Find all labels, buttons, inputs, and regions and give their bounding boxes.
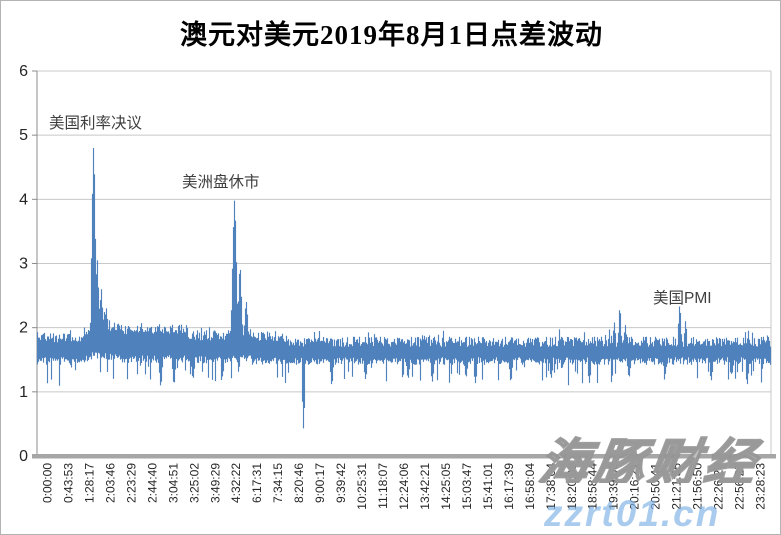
- spread-series: [36, 148, 772, 429]
- x-axis-label: 3:49:29: [208, 463, 222, 503]
- x-axis-label: 21:21:55: [670, 463, 684, 510]
- x-axis-label: 8:20:46: [292, 463, 306, 503]
- x-axis-label: 20:50:41: [649, 463, 663, 510]
- x-axis-label: 7:34:15: [271, 463, 285, 503]
- x-axis-label: 9:00:17: [313, 463, 327, 503]
- x-axis-label: 10:25:31: [355, 463, 369, 510]
- y-axis-label: 4: [19, 191, 28, 208]
- x-axis-label: 15:03:47: [460, 463, 474, 510]
- y-axis-label: 6: [19, 63, 28, 80]
- x-axis-label: 0:43:53: [62, 463, 76, 503]
- x-axis-label: 18:58:44: [586, 463, 600, 510]
- x-axis-label: 22:26:27: [712, 463, 726, 510]
- watermark-chinese-text: 海豚财经: [536, 434, 765, 483]
- y-axis-label: 2: [19, 320, 28, 337]
- x-axis-label: 13:42:21: [418, 463, 432, 510]
- annotation-美国PMI: 美国PMI: [653, 289, 712, 307]
- x-axis-label: 14:25:05: [439, 463, 453, 510]
- x-axis-label: 4:32:22: [229, 463, 243, 503]
- x-axis-label: 2:03:46: [103, 463, 117, 503]
- x-axis-label: 2:44:40: [145, 463, 159, 503]
- y-axis-label: 0: [19, 448, 28, 465]
- y-axis-label: 1: [19, 384, 28, 401]
- chart-title: 澳元对美元2019年8月1日点差波动: [180, 20, 603, 50]
- x-axis-label: 3:25:02: [187, 463, 201, 503]
- x-axis-line: [32, 454, 776, 459]
- x-axis-label: 11:18:07: [376, 463, 390, 509]
- x-axis-label: 0:00:00: [41, 463, 55, 503]
- x-axis-label: 12:24:06: [397, 463, 411, 510]
- x-axis-label: 3:04:51: [166, 463, 180, 503]
- x-axis-label: 17:38:04: [544, 463, 558, 510]
- x-axis-label: 18:20:08: [565, 463, 579, 510]
- y-axis-label: 5: [19, 127, 28, 144]
- x-axis-label: 2:23:29: [124, 463, 138, 503]
- x-axis-label: 21:56:50: [691, 463, 705, 510]
- x-axis-label: 23:28:23: [754, 463, 768, 510]
- x-axis-label: 16:17:39: [502, 463, 516, 510]
- x-axis-label: 15:41:01: [481, 463, 495, 510]
- annotation-美洲盘休市: 美洲盘休市: [182, 172, 260, 191]
- x-axis-label: 6:17:31: [250, 463, 264, 503]
- x-axis-label: 9:39:42: [334, 463, 348, 503]
- y-axis-label: 3: [19, 256, 28, 273]
- watermark-site-url: zzrt01.cn: [544, 493, 721, 534]
- x-axis-label: 22:56:27: [733, 463, 747, 510]
- x-axis-label: 19:39:03: [607, 463, 621, 510]
- x-axis-label: 1:28:17: [82, 463, 96, 503]
- annotation-美国利率决议: 美国利率决议: [49, 114, 143, 132]
- x-axis-label: 20:16:21: [628, 463, 642, 510]
- x-axis-label: 16:58:04: [523, 463, 537, 510]
